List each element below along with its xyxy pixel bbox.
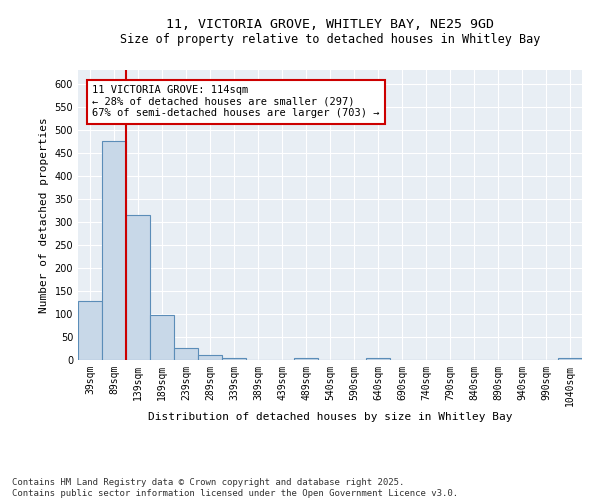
Text: Size of property relative to detached houses in Whitley Bay: Size of property relative to detached ho…	[120, 32, 540, 46]
Bar	[78, 301, 102, 360]
Bar	[150, 315, 174, 360]
Text: 11 VICTORIA GROVE: 114sqm
← 28% of detached houses are smaller (297)
67% of semi: 11 VICTORIA GROVE: 114sqm ← 28% of detac…	[92, 85, 379, 118]
Text: Contains HM Land Registry data © Crown copyright and database right 2025.
Contai: Contains HM Land Registry data © Crown c…	[12, 478, 458, 498]
Bar	[558, 358, 582, 360]
Bar	[198, 356, 222, 360]
Y-axis label: Number of detached properties: Number of detached properties	[39, 117, 49, 313]
X-axis label: Distribution of detached houses by size in Whitley Bay: Distribution of detached houses by size …	[148, 412, 512, 422]
Bar	[222, 358, 246, 360]
Text: 11, VICTORIA GROVE, WHITLEY BAY, NE25 9GD: 11, VICTORIA GROVE, WHITLEY BAY, NE25 9G…	[166, 18, 494, 30]
Bar	[102, 142, 126, 360]
Bar	[174, 348, 198, 360]
Bar	[126, 215, 150, 360]
Bar	[366, 358, 390, 360]
Bar	[294, 358, 318, 360]
